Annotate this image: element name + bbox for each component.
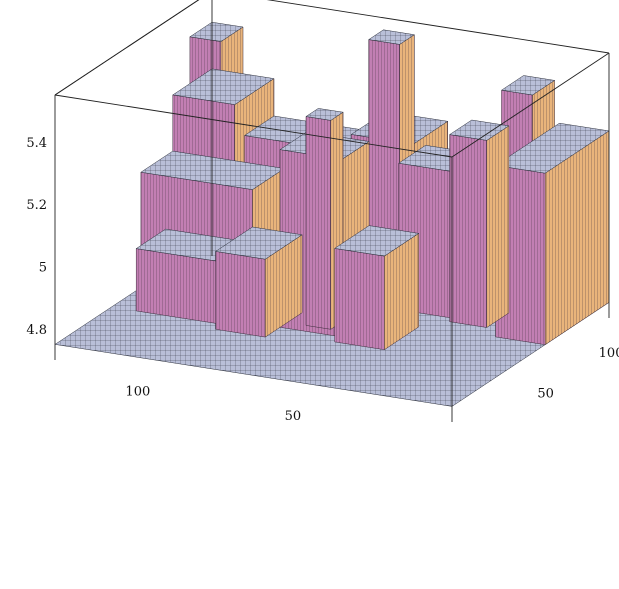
plateau-top-face [448,119,510,141]
z-tick-label: 5.4 [26,136,47,151]
y-tick-label: 50 [537,386,554,401]
plateau-front-face [449,134,488,328]
plateau-side-face [486,125,510,328]
z-tick-label: 4.8 [26,323,47,338]
plateau-front-face [215,251,266,338]
plateau-top-face [368,29,416,45]
bounding-box [54,0,610,422]
plateau-top-face [500,75,556,96]
z-tick-label: 5 [39,260,47,275]
plateau-top-face [305,108,344,121]
plateau-top-face [215,226,303,260]
tick-labels: 50 100 50 100 4.8 5 5.2 5.4 [26,136,619,424]
x-tick-label: 50 [285,409,302,424]
plateau-top-face [494,122,610,174]
box-front-edge [451,52,610,158]
plateau-top-face [140,150,286,190]
box-front-edge [54,0,200,96]
z-tick-label: 5.2 [26,198,47,213]
box-back-edge [54,0,200,96]
box-front-edge [54,94,453,158]
y-tick-label: 100 [599,346,619,361]
box-back-edge [266,0,610,54]
surface-faces [54,21,610,407]
x-tick-label: 100 [125,385,150,400]
plateau-top-face [334,225,420,257]
plateau-front-face [305,116,332,330]
plateau-front-face [334,248,385,350]
